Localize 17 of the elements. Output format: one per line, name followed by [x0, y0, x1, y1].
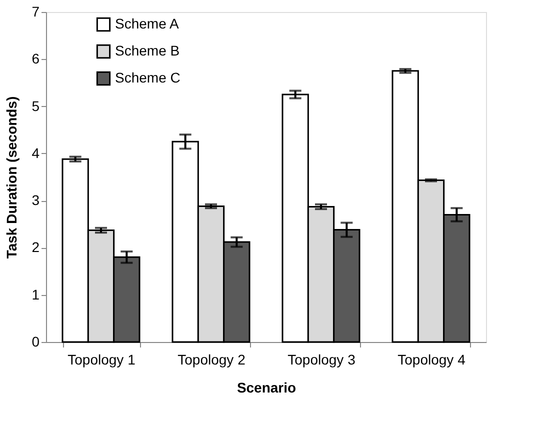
y-tick-label: 0 [32, 334, 40, 350]
y-tick-label: 2 [32, 239, 40, 256]
y-tick-label: 4 [32, 144, 40, 161]
x-tick-label: Topology 3 [288, 352, 356, 368]
y-tick-label: 7 [32, 4, 40, 20]
x-tick-label: Topology 2 [178, 352, 246, 368]
legend-label: Scheme C [115, 70, 180, 86]
legend-label: Scheme A [115, 16, 180, 32]
y-tick-label: 5 [32, 98, 40, 114]
y-axis-title: Task Duration (seconds) [4, 96, 20, 259]
x-axis-title: Scenario [236, 380, 296, 396]
x-tick-label: Topology 1 [68, 352, 136, 368]
x-tick-label: Topology 4 [398, 352, 466, 368]
y-tick-label: 1 [32, 286, 40, 302]
y-tick-label: 3 [32, 192, 40, 208]
y-tick-label: 6 [32, 50, 40, 67]
legend-label: Scheme B [115, 42, 180, 58]
